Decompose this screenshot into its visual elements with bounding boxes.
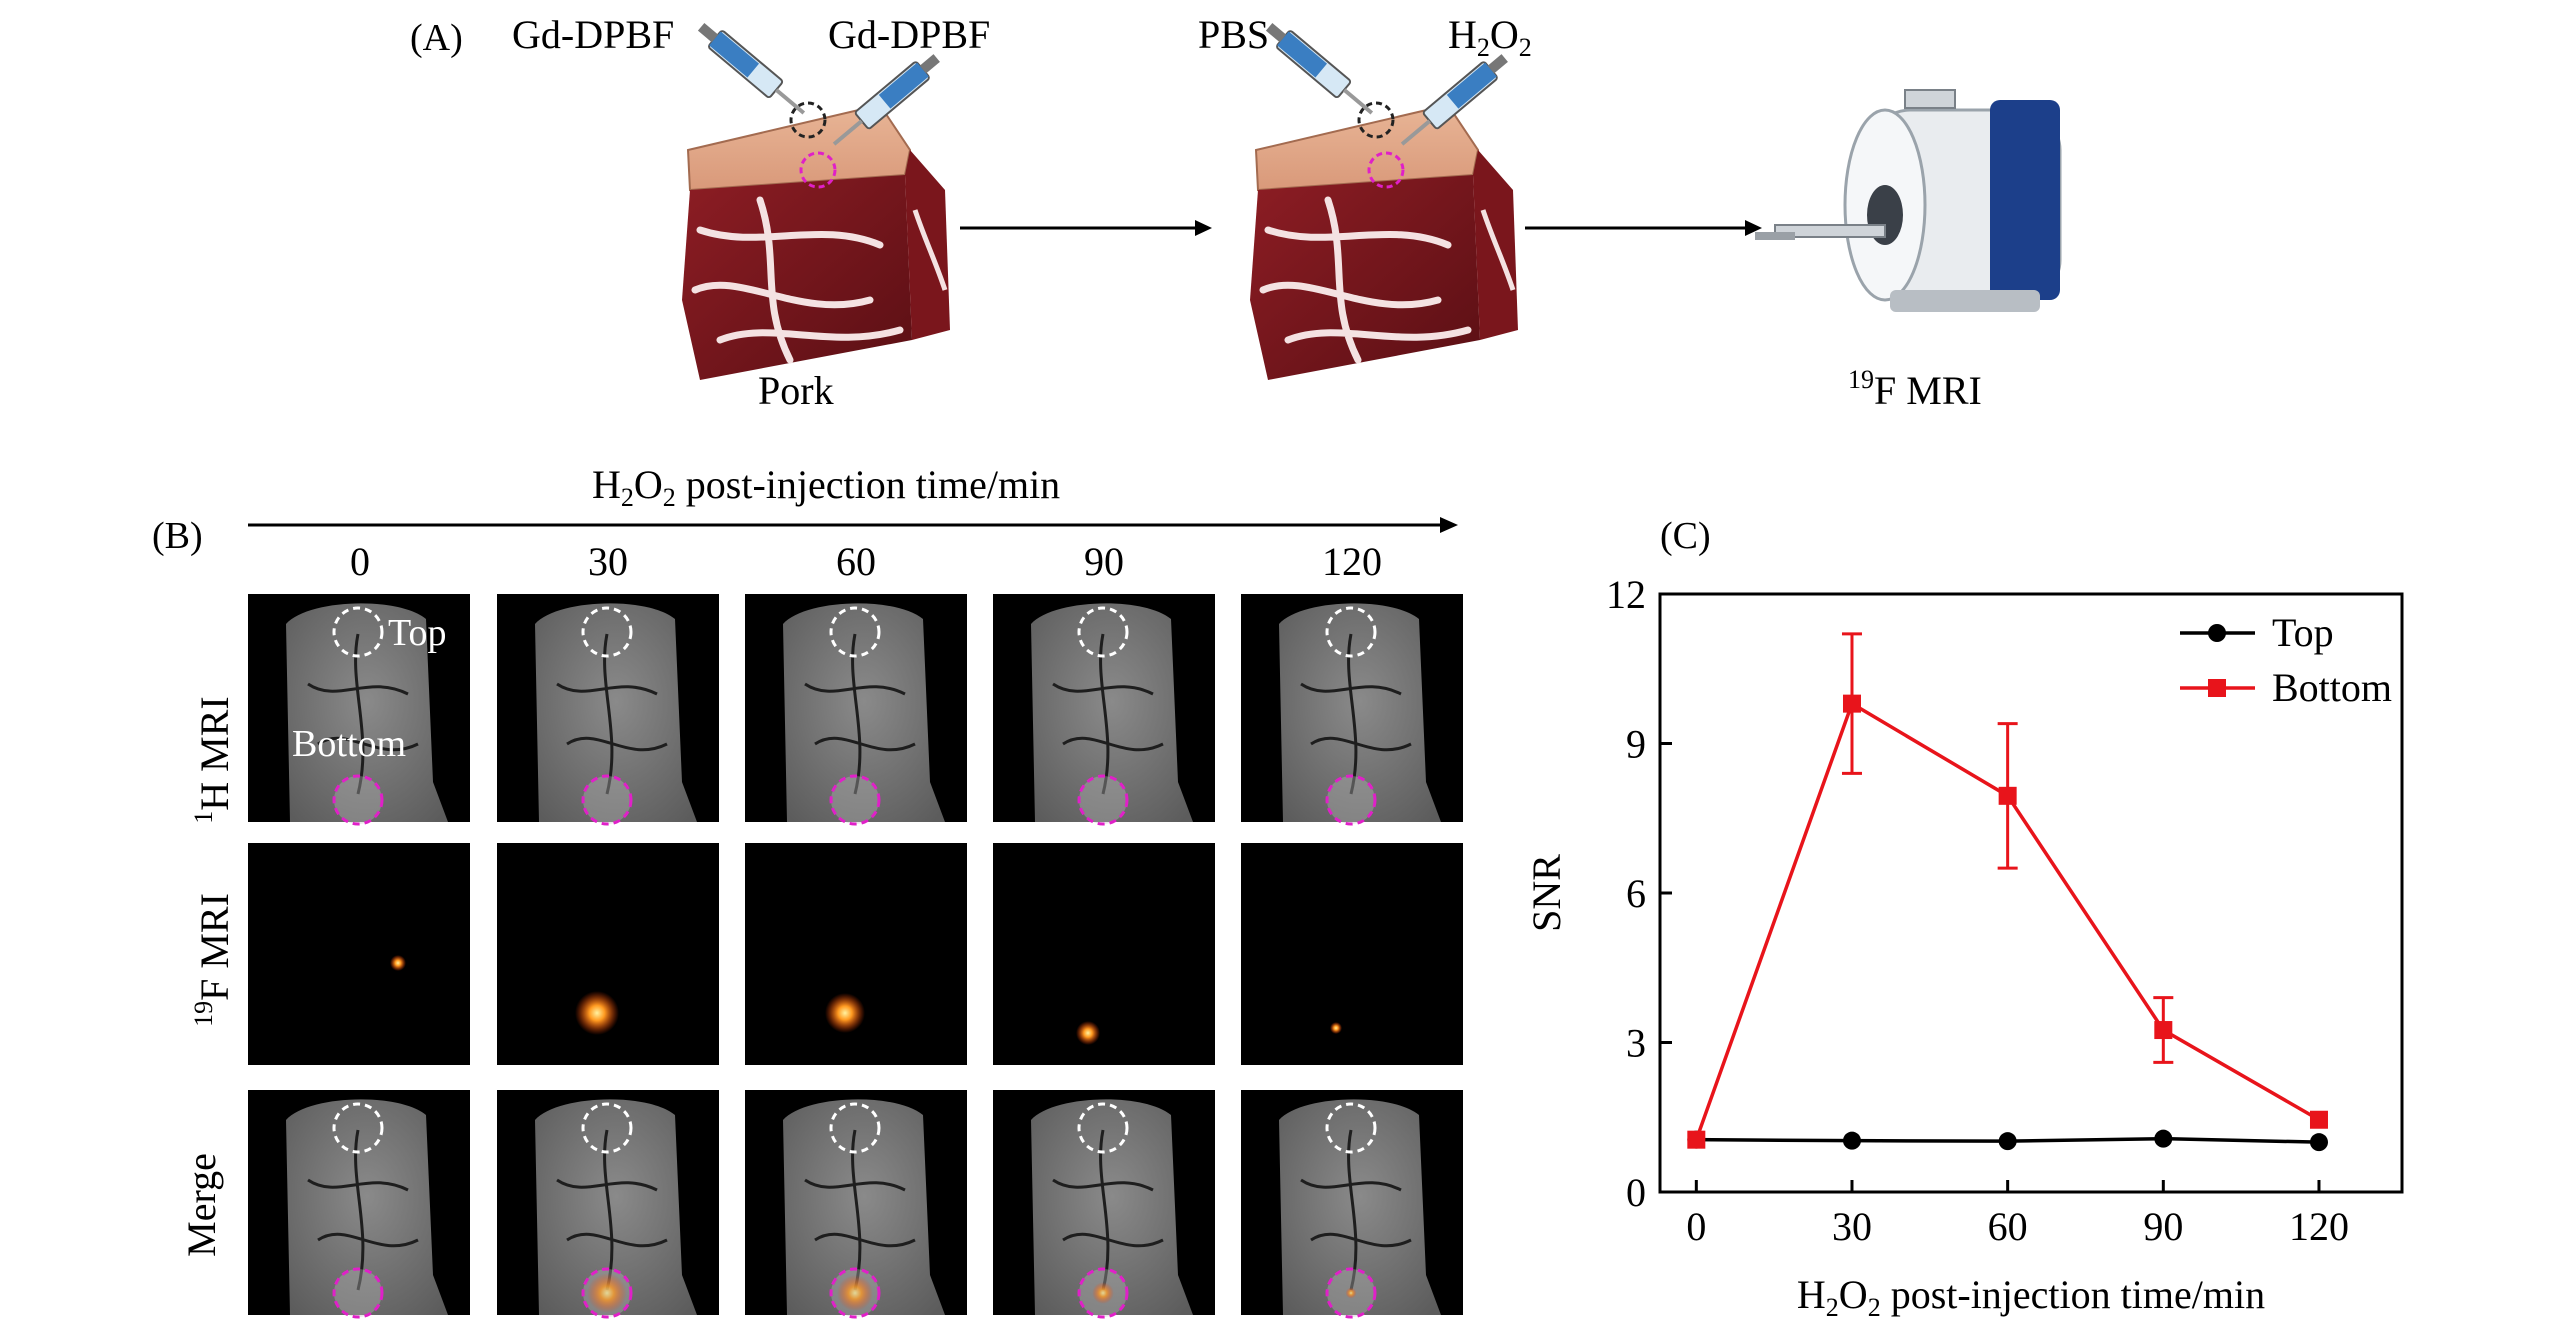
time-label-0: 0 <box>350 539 370 584</box>
chart-series <box>1687 632 2328 1152</box>
x-tick-label: 30 <box>1832 1204 1872 1249</box>
time-label-120: 120 <box>1322 539 1382 584</box>
legend-item: Top <box>2180 610 2334 655</box>
mri-tile <box>745 594 967 826</box>
panel-b-axis-title: H2O2 post-injection time/min <box>592 462 1060 512</box>
mri-tile <box>993 594 1215 826</box>
y-tick-label: 0 <box>1626 1170 1646 1215</box>
syringe-right-label: Gd-DPBF <box>828 12 990 57</box>
panel-a-label: (A) <box>410 17 463 59</box>
x-tick-label: 60 <box>1988 1204 2028 1249</box>
data-point <box>1842 1131 1861 1150</box>
mri-tile <box>745 843 967 1065</box>
series-bottom <box>1687 632 2328 1149</box>
panel-b-label: (B) <box>152 515 203 557</box>
mri-tile <box>497 1090 719 1319</box>
legend-label: Top <box>2272 610 2334 655</box>
mri-tile <box>497 843 719 1065</box>
pork-block-2 <box>1250 101 1518 380</box>
legend-label: Bottom <box>2272 665 2392 710</box>
panel-c: (C) 0 30 60 90 120 0 3 6 9 12 SNR H2O2 post-injec… <box>1524 515 2404 1322</box>
y-tick-label: 3 <box>1626 1021 1646 1066</box>
y-tick-label: 6 <box>1626 871 1646 916</box>
legend-item: Bottom <box>2180 665 2392 710</box>
panel-c-label: (C) <box>1660 515 1711 557</box>
y-tick-label: 9 <box>1626 722 1646 767</box>
x-tick-label: 0 <box>1686 1204 1706 1249</box>
mri-tile <box>1241 1090 1463 1319</box>
time-label-90: 90 <box>1084 539 1124 584</box>
syringe-icon <box>697 23 806 115</box>
data-point <box>2154 1021 2173 1040</box>
mri-label: 19F MRI <box>1848 365 1982 413</box>
syringe-h2o2-label: H2O2 <box>1448 12 1532 62</box>
pork-label: Pork <box>758 368 834 413</box>
data-point <box>2309 1133 2328 1152</box>
x-tick-label: 120 <box>2289 1204 2349 1249</box>
syringe-pbs-label: PBS <box>1198 12 1269 57</box>
series-top <box>1687 1129 2328 1152</box>
data-point <box>1687 1130 1706 1149</box>
syringe-left-label: Gd-DPBF <box>512 12 674 57</box>
pork-block-1 <box>682 101 950 380</box>
mri-tile <box>248 594 470 826</box>
panel-b: (B) H2O2 post-injection time/min 0 30 60… <box>152 462 1463 1319</box>
syringe-icon <box>1400 54 1508 146</box>
syringe-icon <box>1265 23 1374 115</box>
mri-tile <box>993 843 1215 1065</box>
y-tick-label: 12 <box>1606 572 1646 617</box>
mri-tile <box>497 594 719 826</box>
mri-tile <box>248 1090 470 1319</box>
syringe-icon <box>832 54 940 146</box>
data-point <box>2154 1129 2173 1148</box>
data-point <box>1998 786 2017 805</box>
mri-tile <box>1241 843 1463 1065</box>
mri-image-grid <box>248 594 1463 1319</box>
roi-bottom-label: Bottom <box>292 723 406 765</box>
chart-axes: 0 30 60 90 120 0 3 6 9 12 <box>1606 572 2349 1249</box>
time-label-30: 30 <box>588 539 628 584</box>
mri-tile <box>1241 594 1463 826</box>
data-point <box>1998 1132 2017 1151</box>
row-label-merge: Merge <box>179 1153 224 1257</box>
row-label-1h-mri: 1H MRI <box>189 696 237 823</box>
data-point <box>1842 694 1861 713</box>
data-point <box>2309 1110 2328 1129</box>
roi-top-label: Top <box>388 612 447 654</box>
mri-tile <box>993 1090 1215 1319</box>
panel-a: (A) Gd-DPBF Gd-DPBF PBS H2O2 <box>410 12 2062 413</box>
chart-legend: Top Bottom <box>2180 610 2392 710</box>
mri-tile <box>248 843 470 1065</box>
mri-scanner-icon <box>1755 89 2062 312</box>
x-axis-label: H2O2 post-injection time/min <box>1797 1272 2265 1322</box>
x-tick-label: 90 <box>2143 1204 2183 1249</box>
time-label-60: 60 <box>836 539 876 584</box>
mri-tile <box>745 1090 967 1319</box>
row-label-19f-mri: 19F MRI <box>189 893 237 1027</box>
y-axis-label: SNR <box>1524 854 1569 932</box>
